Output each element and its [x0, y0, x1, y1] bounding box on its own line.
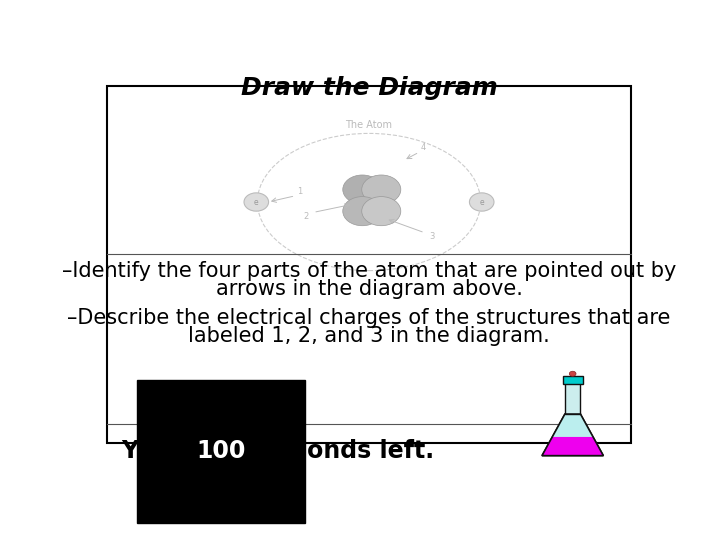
Text: e: e	[254, 198, 258, 206]
Text: Draw the Diagram: Draw the Diagram	[240, 76, 498, 100]
Circle shape	[244, 193, 269, 211]
Circle shape	[469, 193, 494, 211]
Text: –Identify the four parts of the atom that are pointed out by: –Identify the four parts of the atom tha…	[62, 261, 676, 281]
Text: –Describe the electrical charges of the structures that are: –Describe the electrical charges of the …	[67, 308, 671, 328]
Circle shape	[361, 197, 401, 226]
Bar	[107, 85, 631, 443]
Circle shape	[361, 175, 401, 204]
Text: arrows in the diagram above.: arrows in the diagram above.	[215, 279, 523, 299]
Text: Seconds left.: Seconds left.	[260, 440, 434, 463]
Text: 3: 3	[429, 232, 434, 241]
Bar	[562, 376, 582, 384]
Text: You have: You have	[121, 440, 241, 463]
Polygon shape	[542, 414, 603, 456]
Text: The Atom: The Atom	[346, 120, 392, 130]
Polygon shape	[552, 414, 593, 437]
Text: 100: 100	[197, 440, 246, 463]
Circle shape	[570, 371, 576, 376]
Circle shape	[343, 197, 382, 226]
Text: 2: 2	[304, 212, 309, 221]
Bar	[565, 379, 580, 414]
Text: e: e	[480, 198, 484, 206]
Text: 1: 1	[297, 187, 302, 196]
Circle shape	[343, 175, 382, 204]
Text: 4: 4	[420, 144, 426, 152]
Text: labeled 1, 2, and 3 in the diagram.: labeled 1, 2, and 3 in the diagram.	[188, 326, 550, 346]
Polygon shape	[542, 437, 603, 456]
